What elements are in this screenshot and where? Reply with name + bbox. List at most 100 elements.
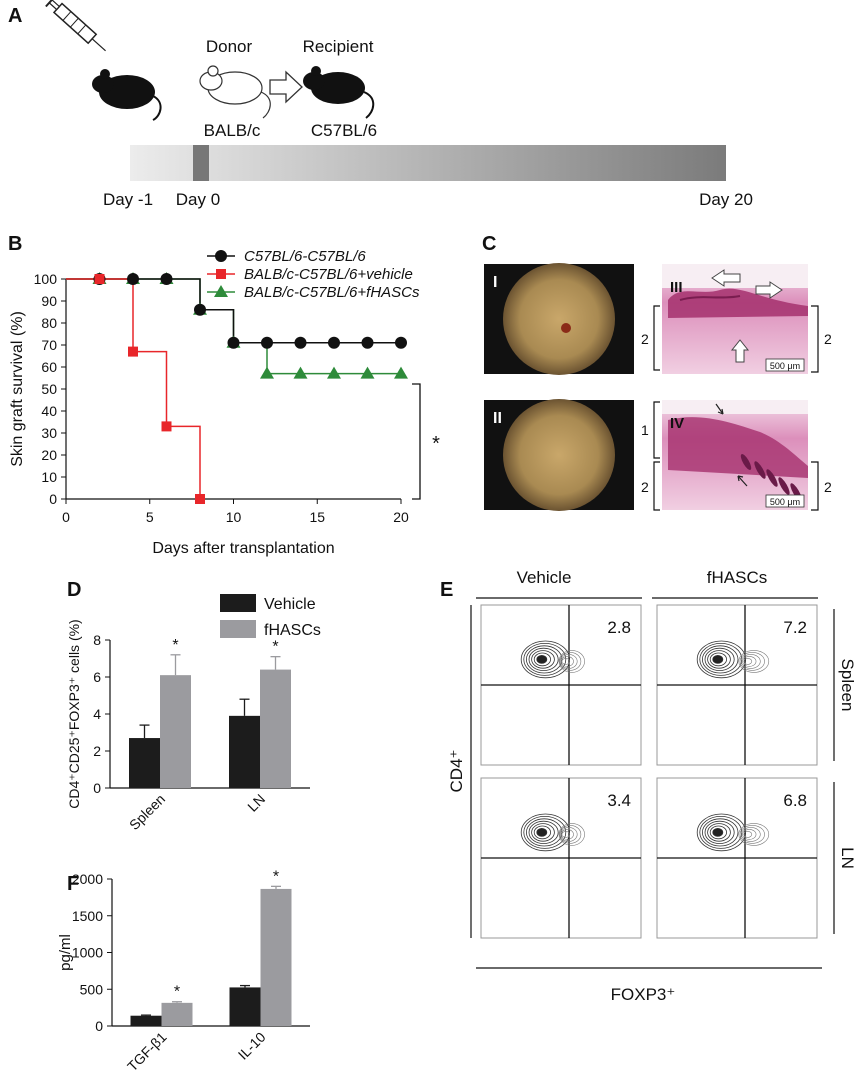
panel-label-d: D <box>67 579 81 601</box>
y-tick-label: 100 <box>34 271 58 287</box>
y-tick-label: 90 <box>41 293 57 309</box>
panel-d: D 0 2 4 6 8 * Spleen * LN CD4⁺CD25⁺FOXP3⁺ cells (… <box>66 579 321 833</box>
panel-b: B 0 10 20 30 40 50 60 70 80 90 100 0 5 10 15 20 Days aft… <box>8 233 440 557</box>
treg-bar-chart: 0 2 4 6 8 * Spleen * LN CD4⁺CD25⁺FOXP3⁺ cells (%)… <box>66 594 321 833</box>
contour-line <box>740 827 761 842</box>
significance-bracket <box>412 383 421 500</box>
data-point <box>261 336 273 349</box>
x-tick-label: 15 <box>309 509 325 525</box>
y-tick-label: 1000 <box>72 945 103 961</box>
y-tick-label: 20 <box>41 447 57 463</box>
contour-line <box>742 656 757 667</box>
data-point <box>127 273 139 285</box>
contour-line <box>740 654 761 669</box>
bracket-label: 2 <box>641 479 649 495</box>
scale-bar-text: 500 μm <box>770 361 800 371</box>
contour-line <box>560 654 578 669</box>
recipient-label: Recipient <box>303 37 374 56</box>
flow-cytometry-grid: Vehicle fHASCs Spleen LN CD4⁺ FOXP3⁺ 2.8 7.2 3.4… <box>447 568 857 1004</box>
legend-label: C57BL/6-C57BL/6 <box>244 248 366 265</box>
y-tick-label: 30 <box>41 425 57 441</box>
legend-label: BALB/c-C57BL/6+vehicle <box>244 266 413 283</box>
significance-star: * <box>272 639 278 656</box>
y-axis-label: CD4⁺ <box>447 750 466 793</box>
contour-line <box>704 647 735 672</box>
y-tick-label: 0 <box>95 1018 103 1034</box>
data-point <box>195 494 205 504</box>
y-tick-label: 50 <box>41 381 57 397</box>
bracket-label: 2 <box>824 331 832 347</box>
data-point <box>260 366 274 379</box>
x-tick-label: 0 <box>62 509 70 525</box>
y-tick-label: 500 <box>80 981 104 997</box>
y-tick-label: 6 <box>93 669 101 685</box>
scale-bar <box>765 494 805 508</box>
significance-star: * <box>273 868 279 885</box>
column-label: fHASCs <box>707 568 767 587</box>
donor-strain: BALB/c <box>204 121 261 140</box>
contour-line <box>533 652 552 667</box>
data-point <box>394 366 408 379</box>
data-point <box>161 421 172 432</box>
significance-star: * <box>172 637 178 654</box>
legend-swatch <box>220 594 256 612</box>
contour-line <box>707 650 731 669</box>
open-arrow-icon <box>711 269 783 363</box>
y-axis-label: CD4⁺CD25⁺FOXP3⁺ cells (%) <box>66 619 82 808</box>
bar <box>260 888 292 1026</box>
contour-line <box>707 823 731 842</box>
contour-line <box>738 823 770 846</box>
contour-line <box>533 825 552 840</box>
data-point <box>94 274 105 284</box>
histology-image-3: III 500 μm <box>662 264 808 374</box>
data-point <box>294 336 307 349</box>
row-label: Spleen <box>838 659 857 712</box>
series-line <box>66 278 201 499</box>
panel-label-b: B <box>8 233 22 255</box>
data-point <box>395 336 407 349</box>
contour-line <box>712 655 724 664</box>
bar <box>229 987 261 1026</box>
y-tick-label: 60 <box>41 359 57 375</box>
contour-line <box>560 827 578 842</box>
data-point <box>328 336 340 349</box>
contour-line <box>528 647 559 672</box>
panel-a: A Donor Recipient <box>8 0 753 209</box>
contour-line <box>739 652 765 671</box>
contour-line <box>704 820 735 845</box>
legend-label: Vehicle <box>264 596 316 613</box>
contour-line <box>702 818 739 847</box>
contour-line <box>558 823 585 846</box>
data-point <box>160 273 173 285</box>
roman-label-1: I <box>493 274 497 291</box>
y-tick-label: 10 <box>41 469 57 485</box>
y-tick-label: 80 <box>41 315 57 331</box>
panel-e: E Vehicle fHASCs Spleen LN CD4⁺ FOXP3⁺ 2.8 7.2 3… <box>440 568 857 1004</box>
category-label: Spleen <box>126 791 168 833</box>
significance-star: * <box>174 984 180 1001</box>
recipient-strain: C57BL/6 <box>311 121 377 140</box>
bar <box>161 1002 193 1026</box>
y-tick-label: 0 <box>93 780 101 796</box>
x-tick-label: 5 <box>146 509 154 525</box>
contour-line <box>559 825 582 844</box>
y-axis-label: Skin graft survival (%) <box>9 311 26 467</box>
y-axis-label: pg/ml <box>57 934 74 971</box>
column-label: Vehicle <box>517 568 572 587</box>
contour-line <box>743 658 753 665</box>
thin-arrow-icon <box>715 403 748 487</box>
arrow-right-icon <box>269 70 303 104</box>
quadrant-percentage: 2.8 <box>607 618 631 637</box>
contour-line <box>559 652 582 671</box>
layer-brackets <box>653 305 819 511</box>
cytokine-bar-chart: 0 500 1000 1500 2000 * TGF-β1 * IL-10 pg/ml <box>57 868 310 1074</box>
day-label-0: Day 0 <box>176 190 220 209</box>
contour-line <box>523 816 567 849</box>
bar <box>260 669 291 788</box>
recipient-mouse-injected-icon <box>92 69 162 121</box>
wound-spot <box>561 323 571 333</box>
row-label: LN <box>838 847 857 869</box>
contour-line <box>536 828 548 837</box>
data-point <box>361 336 374 349</box>
panel-label-e: E <box>440 579 453 601</box>
